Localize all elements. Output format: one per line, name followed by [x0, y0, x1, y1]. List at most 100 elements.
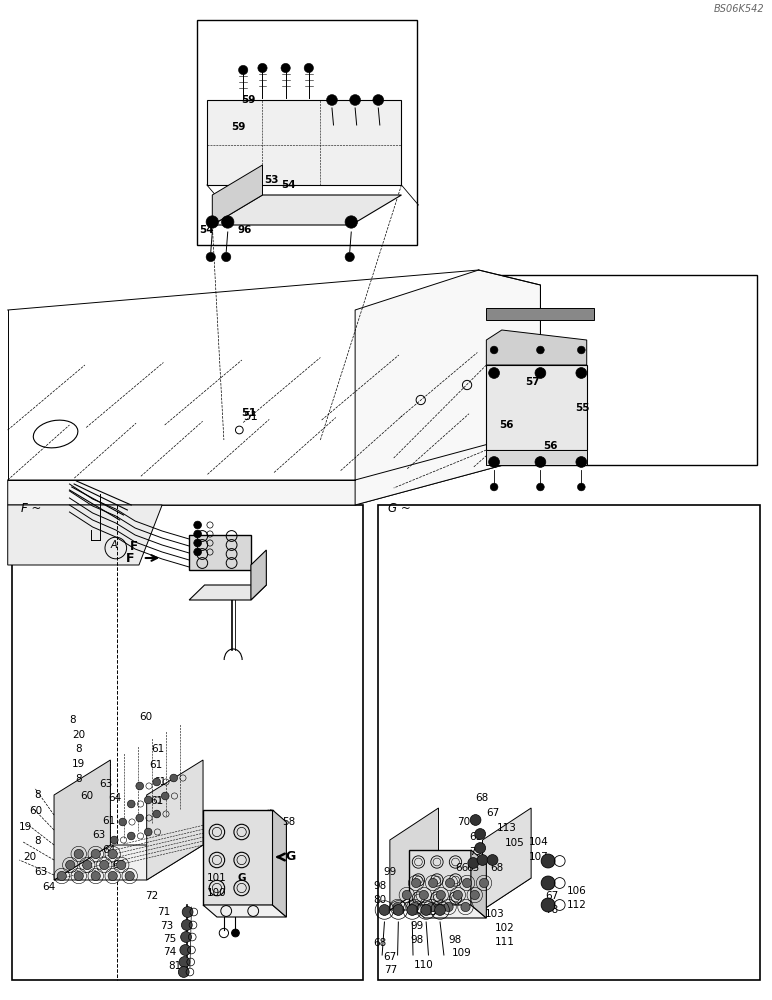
Circle shape: [577, 483, 585, 491]
Polygon shape: [189, 535, 251, 570]
Text: 64: 64: [42, 882, 56, 892]
Circle shape: [453, 890, 462, 900]
Circle shape: [477, 855, 488, 865]
Text: 20: 20: [72, 730, 85, 740]
Circle shape: [428, 878, 438, 888]
Text: 113: 113: [497, 823, 517, 833]
Circle shape: [108, 849, 117, 859]
Text: 54: 54: [281, 180, 296, 190]
Text: 110: 110: [414, 960, 434, 970]
Circle shape: [470, 815, 481, 825]
Polygon shape: [54, 845, 203, 880]
Text: 99: 99: [425, 907, 438, 917]
Text: 64: 64: [102, 845, 115, 855]
Polygon shape: [482, 808, 531, 910]
Text: 74: 74: [163, 947, 176, 957]
Text: 72: 72: [145, 891, 158, 901]
Circle shape: [100, 860, 109, 870]
Text: 111: 111: [495, 937, 515, 947]
Circle shape: [436, 890, 445, 900]
Polygon shape: [486, 450, 587, 465]
Circle shape: [470, 890, 479, 900]
Circle shape: [170, 774, 178, 782]
Circle shape: [468, 858, 479, 868]
Text: 53: 53: [264, 175, 279, 185]
Text: 101: 101: [207, 873, 227, 883]
Circle shape: [125, 871, 134, 881]
Polygon shape: [54, 760, 110, 880]
Circle shape: [91, 871, 100, 881]
Text: 60: 60: [139, 712, 152, 722]
Text: 59: 59: [242, 95, 256, 105]
Circle shape: [110, 836, 118, 844]
Text: 66: 66: [455, 863, 469, 873]
Circle shape: [83, 860, 92, 870]
Circle shape: [117, 860, 126, 870]
Circle shape: [206, 252, 215, 262]
Text: 103: 103: [485, 909, 505, 919]
Polygon shape: [207, 100, 401, 185]
Circle shape: [345, 216, 357, 228]
Polygon shape: [390, 808, 438, 910]
Text: 8: 8: [69, 715, 76, 725]
Text: 99: 99: [383, 867, 396, 877]
Polygon shape: [8, 430, 540, 505]
Circle shape: [180, 945, 191, 955]
Circle shape: [537, 483, 544, 491]
Text: 102: 102: [495, 923, 515, 933]
Circle shape: [475, 829, 486, 839]
Circle shape: [153, 810, 161, 818]
Polygon shape: [355, 270, 540, 505]
Circle shape: [407, 905, 418, 915]
Text: 55: 55: [575, 403, 590, 413]
Text: 61: 61: [149, 760, 162, 770]
Text: 60: 60: [80, 791, 93, 801]
Circle shape: [91, 849, 100, 859]
Text: 64: 64: [108, 793, 121, 803]
Circle shape: [136, 814, 144, 822]
Text: 70: 70: [457, 817, 470, 827]
Circle shape: [421, 905, 432, 915]
Text: 99: 99: [411, 921, 424, 931]
Polygon shape: [486, 330, 587, 365]
Circle shape: [393, 902, 402, 912]
Polygon shape: [203, 905, 286, 917]
Circle shape: [222, 216, 234, 228]
Circle shape: [136, 782, 144, 790]
Circle shape: [475, 843, 486, 853]
Polygon shape: [189, 585, 266, 600]
Circle shape: [178, 967, 189, 977]
Circle shape: [108, 871, 117, 881]
Circle shape: [258, 63, 267, 73]
Circle shape: [127, 832, 135, 840]
Polygon shape: [251, 550, 266, 600]
Text: 56: 56: [499, 420, 514, 430]
Circle shape: [419, 890, 428, 900]
Circle shape: [489, 457, 499, 467]
Text: 58: 58: [282, 817, 295, 827]
Text: 98: 98: [374, 881, 387, 891]
Polygon shape: [409, 905, 486, 918]
Circle shape: [206, 216, 218, 228]
Text: 59: 59: [232, 122, 246, 132]
Circle shape: [444, 902, 453, 912]
Polygon shape: [486, 365, 587, 450]
Circle shape: [304, 63, 313, 73]
Text: 100: 100: [207, 888, 226, 898]
Text: 112: 112: [567, 900, 587, 910]
Circle shape: [489, 368, 499, 378]
Text: F ~: F ~: [21, 502, 41, 515]
Text: 77: 77: [384, 965, 397, 975]
Bar: [197, 20, 417, 245]
Text: 107: 107: [529, 852, 549, 862]
Circle shape: [541, 876, 555, 890]
Text: F: F: [130, 540, 137, 552]
Polygon shape: [409, 850, 471, 905]
Text: 67: 67: [486, 808, 499, 818]
Circle shape: [194, 539, 201, 547]
Text: 8: 8: [34, 790, 41, 800]
Polygon shape: [147, 760, 203, 880]
Polygon shape: [203, 810, 273, 905]
Text: 57: 57: [525, 377, 540, 387]
Text: A: A: [111, 540, 117, 550]
